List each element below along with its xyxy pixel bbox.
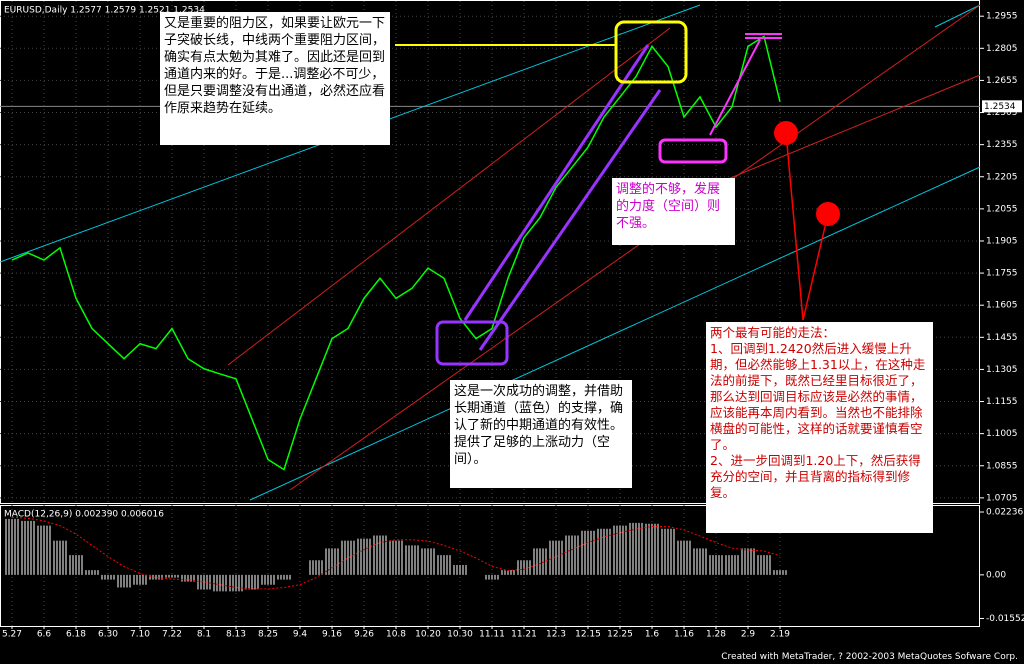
y-tick-label: 1.2055 [986,204,1018,214]
x-tick-label: 7.10 [130,630,150,640]
signal-line [11,516,781,590]
drawings [395,20,840,366]
y-tick-label: 1.1455 [986,333,1018,343]
annotation: 调整的不够，发展的力度（空间）则不强。 [612,178,735,245]
highlight-box [614,20,688,84]
y-tick-label: 1.1605 [986,301,1018,311]
x-tick-label: 11.21 [511,630,537,640]
target-point [774,121,798,145]
x-tick-label: 12.3 [546,630,566,640]
y-tick-label: 1.1755 [986,269,1018,279]
x-tick-label: 10.20 [415,630,441,640]
x-tick-label: 10.8 [386,630,406,640]
x-tick-label: 10.30 [447,630,473,640]
y-tick-label: -0.01552 [986,614,1024,624]
trend-line [463,44,650,321]
highlight-box [435,320,509,366]
channel-line [227,27,671,366]
x-tick-label: 12.15 [575,630,601,640]
x-tick-label: 1.6 [645,630,660,640]
chart-title: EURUSD,Daily 1.2577 1.2579 1.2521 1.2534 [4,6,205,16]
x-tick-label: 2.9 [741,630,756,640]
highlight-box [658,138,728,164]
y-tick-label: 1.0705 [986,493,1018,503]
x-tick-label: 9.16 [322,630,342,640]
footer: Created with MetaTrader, ? 2002-2003 Met… [721,652,1018,662]
y-tick-label: 0.00 [986,570,1006,580]
x-tick-label: 9.26 [354,630,374,640]
trend-line [709,39,761,136]
macd-title: MACD(12,26,9) 0.002390 0.006016 [4,510,164,520]
x-tick-label: 2.19 [770,630,790,640]
y-tick-label: 1.2205 [986,172,1018,182]
y-tick-label: 1.1905 [986,236,1018,246]
x-tick-label: 9.4 [293,630,308,640]
x-tick-label: 6.18 [66,630,86,640]
macd-pane [0,505,980,627]
scenario-line [785,132,804,321]
annotation: 这是一次成功的调整，并借助长期通道（蓝色）的支撑，确认了新的中期通道的有效性。提… [450,380,632,488]
y-tick-label: 1.2805 [986,44,1018,54]
y-tick-label: 1.2505 [986,108,1018,118]
x-tick-label: 6.30 [98,630,118,640]
y-tick-label: 1.1155 [986,397,1018,407]
y-tick-label: 1.2955 [986,12,1018,22]
y-tick-label: 1.2355 [986,140,1018,150]
y-tick-label: 1.1305 [986,365,1018,375]
last-price-label: 1.2534 [984,102,1016,112]
x-tick-label: 8.25 [258,630,278,640]
channel-line [249,166,981,501]
y-tick-label: 0.02236 [986,508,1023,518]
channel-line [289,4,981,491]
x-tick-label: 11.11 [479,630,505,640]
y-tick-label: 1.2655 [986,76,1018,86]
last-price-box [982,100,1022,113]
x-tick-label: 6.6 [37,630,52,640]
x-tick-label: 8.13 [226,630,246,640]
x-tick-label: 8.1 [197,630,211,640]
trend-line [478,89,662,351]
x-tick-label: 12.25 [607,630,633,640]
x-tick-label: 5.27 [2,630,22,640]
annotation: 两个最有可能的走法： 1、回调到1.2420然后进入缓慢上升期，但必然能够上1.… [706,322,933,533]
plot-area [5,35,787,592]
scenario-line [802,213,829,321]
target-point [816,202,840,226]
x-tick-label: 7.22 [162,630,182,640]
channel-line [934,4,981,28]
price-pane [0,0,980,504]
annotation: 又是重要的阻力区，如果要让欧元一下子突破长线，中线两个重要阻力区间，确实有点太勉… [160,12,390,145]
price-line [11,35,781,471]
y-tick-label: 1.0855 [986,461,1018,471]
y-tick-label: 1.1005 [986,429,1018,439]
x-tick-label: 1.16 [674,630,694,640]
x-tick-label: 1.28 [706,630,726,640]
